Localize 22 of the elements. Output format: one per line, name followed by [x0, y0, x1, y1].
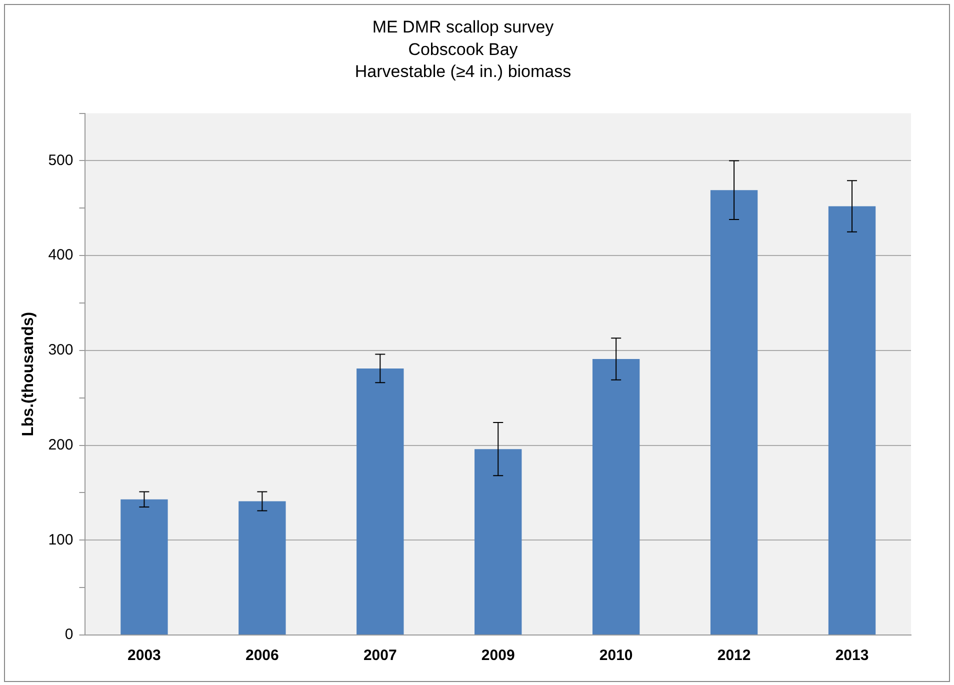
- y-tick-label: 400: [48, 246, 74, 264]
- x-tick-label: 2013: [835, 647, 869, 664]
- y-tick-label: 100: [48, 531, 74, 548]
- x-tick-label: 2007: [363, 647, 397, 664]
- x-tick-label: 2010: [599, 647, 633, 664]
- bar: [238, 501, 286, 634]
- y-tick-label: 0: [64, 626, 74, 644]
- bar: [592, 358, 640, 634]
- x-tick-label: 2003: [128, 647, 161, 664]
- bar: [474, 449, 522, 634]
- y-tick-label: 500: [48, 152, 74, 169]
- x-tick-label: 2012: [717, 647, 751, 664]
- x-tick-label: 2009: [481, 647, 515, 664]
- y-tick-label: 200: [48, 436, 74, 454]
- bar: [828, 206, 876, 634]
- bar: [120, 499, 168, 634]
- y-axis-title: Lbs.(thousands): [20, 312, 38, 436]
- bar: [356, 368, 404, 634]
- x-tick-label: 2006: [245, 647, 279, 664]
- chart-title: ME DMR scallop survey Cobscook Bay Harvestable (≥4 in.) biomass: [354, 18, 572, 81]
- y-tick-label: 300: [48, 342, 74, 359]
- bar: [710, 190, 758, 634]
